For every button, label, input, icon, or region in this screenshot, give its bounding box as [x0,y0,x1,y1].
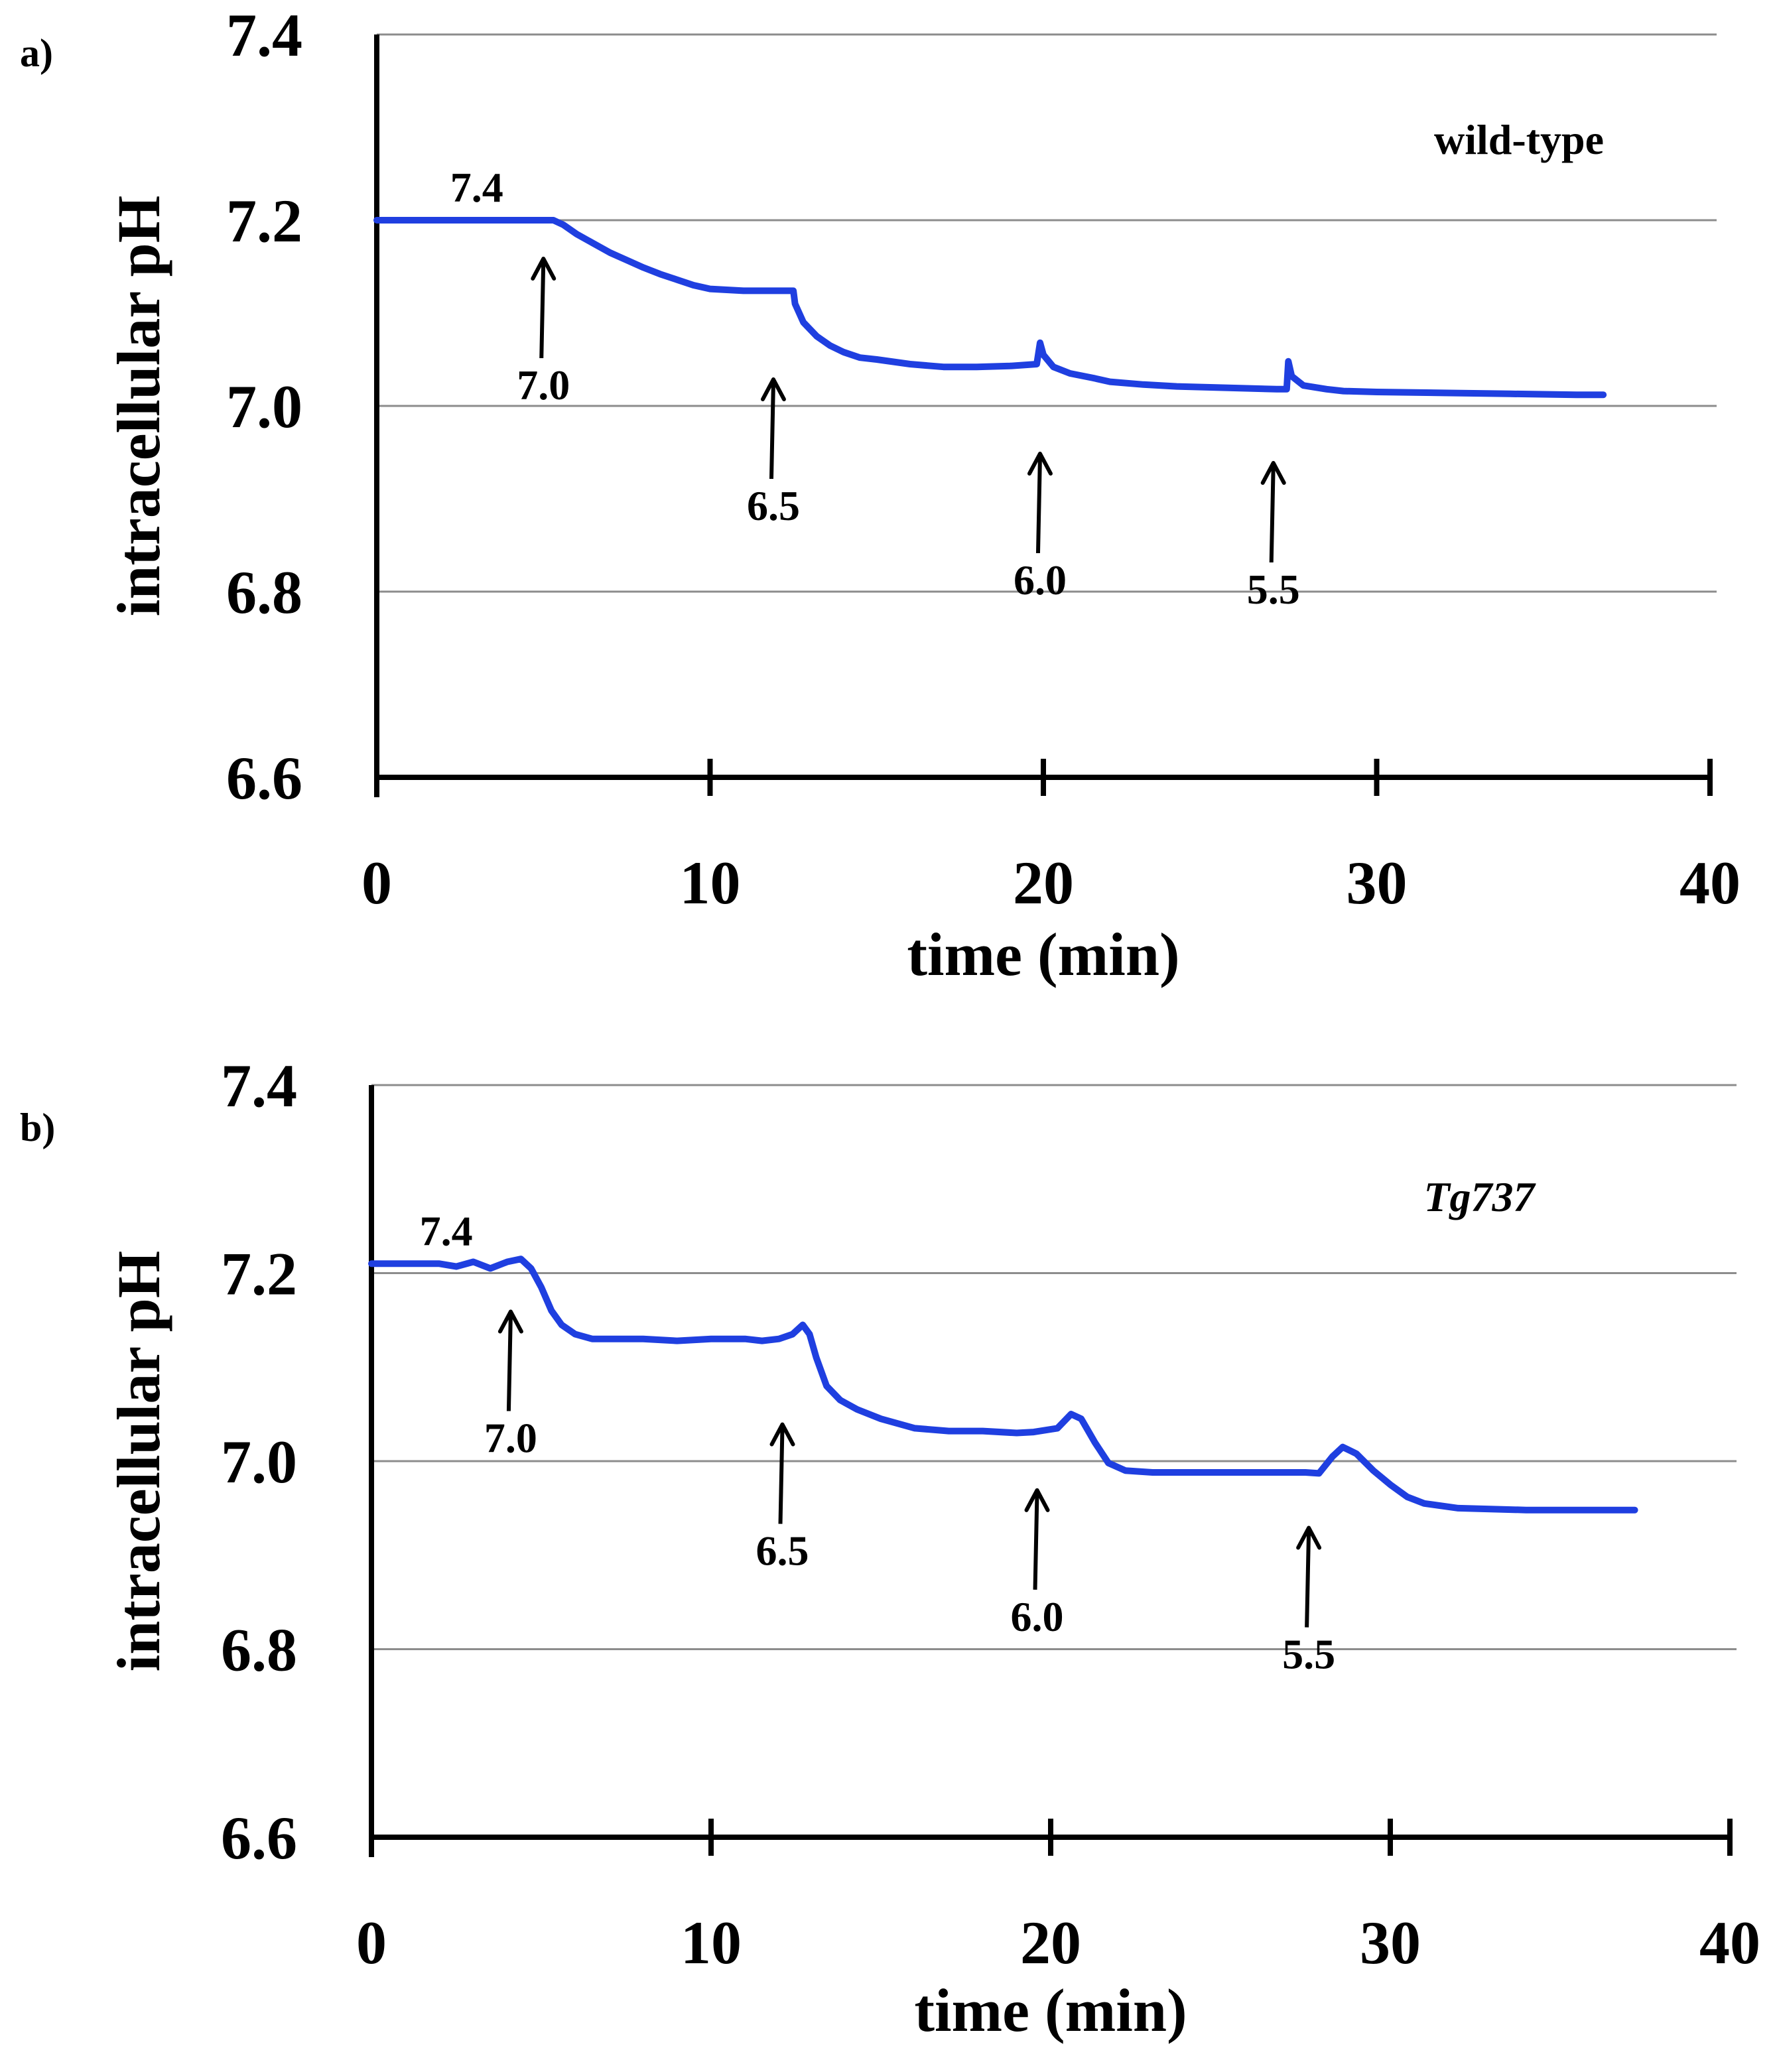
arrow-shaft-3 [1033,1492,1039,1590]
series-label: wild-type [1434,116,1604,163]
x-tick-label: 40 [1699,1909,1760,1976]
arrow-shaft-2 [778,1427,785,1524]
x-axis-title: time (min) [914,1976,1187,2044]
x-tick-label: 30 [1360,1909,1421,1976]
arrow-shaft-1 [506,1314,513,1411]
y-tick-label: 6.6 [221,1804,297,1872]
y-tick-label: 6.8 [221,1616,297,1684]
panel-b: 0 10 20 30 40 6.6 6.8 7.0 7.2 7.4 time (min) intrac… [20,1052,1760,2044]
y-tick-label: 7.0 [221,1428,297,1496]
y-tick-label: 7.0 [226,373,302,440]
arrow-head-1 [531,257,557,281]
x-tick-label: 40 [1679,849,1741,917]
x-tick-label: 20 [1013,849,1074,917]
y-tick-label: 7.4 [221,1052,297,1120]
arrow-head-1 [497,1309,523,1334]
arrow-head-4 [1260,461,1286,485]
arrow-head-3 [1027,452,1053,476]
y-tick-label: 7.2 [226,187,302,255]
x-axis-title: time (min) [907,921,1179,988]
x-tick-label: 0 [356,1909,387,1976]
y-tick-label: 7.4 [226,1,302,69]
arrow-shaft-4 [1305,1530,1311,1628]
arrow-head-4 [1296,1525,1322,1550]
y-tick-label: 7.2 [221,1240,297,1308]
annotation-label: 7.4 [420,1207,473,1254]
panel-label: b) [20,1106,55,1149]
y-axis-title: intracellular pH [105,196,172,617]
annotation-label: 6.5 [747,482,800,529]
series-label: Tg737 [1423,1173,1536,1220]
y-tick-label: 6.8 [226,558,302,626]
annotation-label: 6.0 [1014,556,1067,604]
y-tick-label: 6.6 [226,744,302,812]
series-line-0 [373,217,1607,399]
arrow-shaft-2 [769,381,775,480]
annotation-label: 7.0 [517,361,570,409]
panel-a: 0 10 20 30 40 6.6 6.8 7.0 7.2 7.4 time (min) intrac… [20,1,1741,988]
annotation-label: 5.5 [1247,566,1300,613]
annotation-label: 7.4 [450,164,503,211]
arrow-shaft-4 [1269,465,1276,563]
x-tick-label: 10 [681,1909,742,1976]
x-tick-label: 0 [362,849,392,917]
arrow-head-2 [760,377,786,401]
annotation-label: 5.5 [1282,1631,1335,1678]
x-tick-label: 20 [1020,1909,1081,1976]
series-line-0 [368,1256,1638,1514]
annotation-label: 6.5 [756,1527,809,1575]
annotation-label: 7.0 [484,1415,537,1462]
x-tick-label: 30 [1347,849,1408,917]
x-tick-label: 10 [680,849,741,917]
arrow-head-2 [769,1422,795,1447]
arrow-shaft-1 [539,261,546,359]
arrow-shaft-3 [1035,456,1042,554]
annotation-label: 6.0 [1011,1593,1064,1640]
panel-label: a) [20,31,53,75]
y-axis-title: intracellular pH [105,1251,172,1672]
arrow-head-3 [1024,1488,1050,1512]
